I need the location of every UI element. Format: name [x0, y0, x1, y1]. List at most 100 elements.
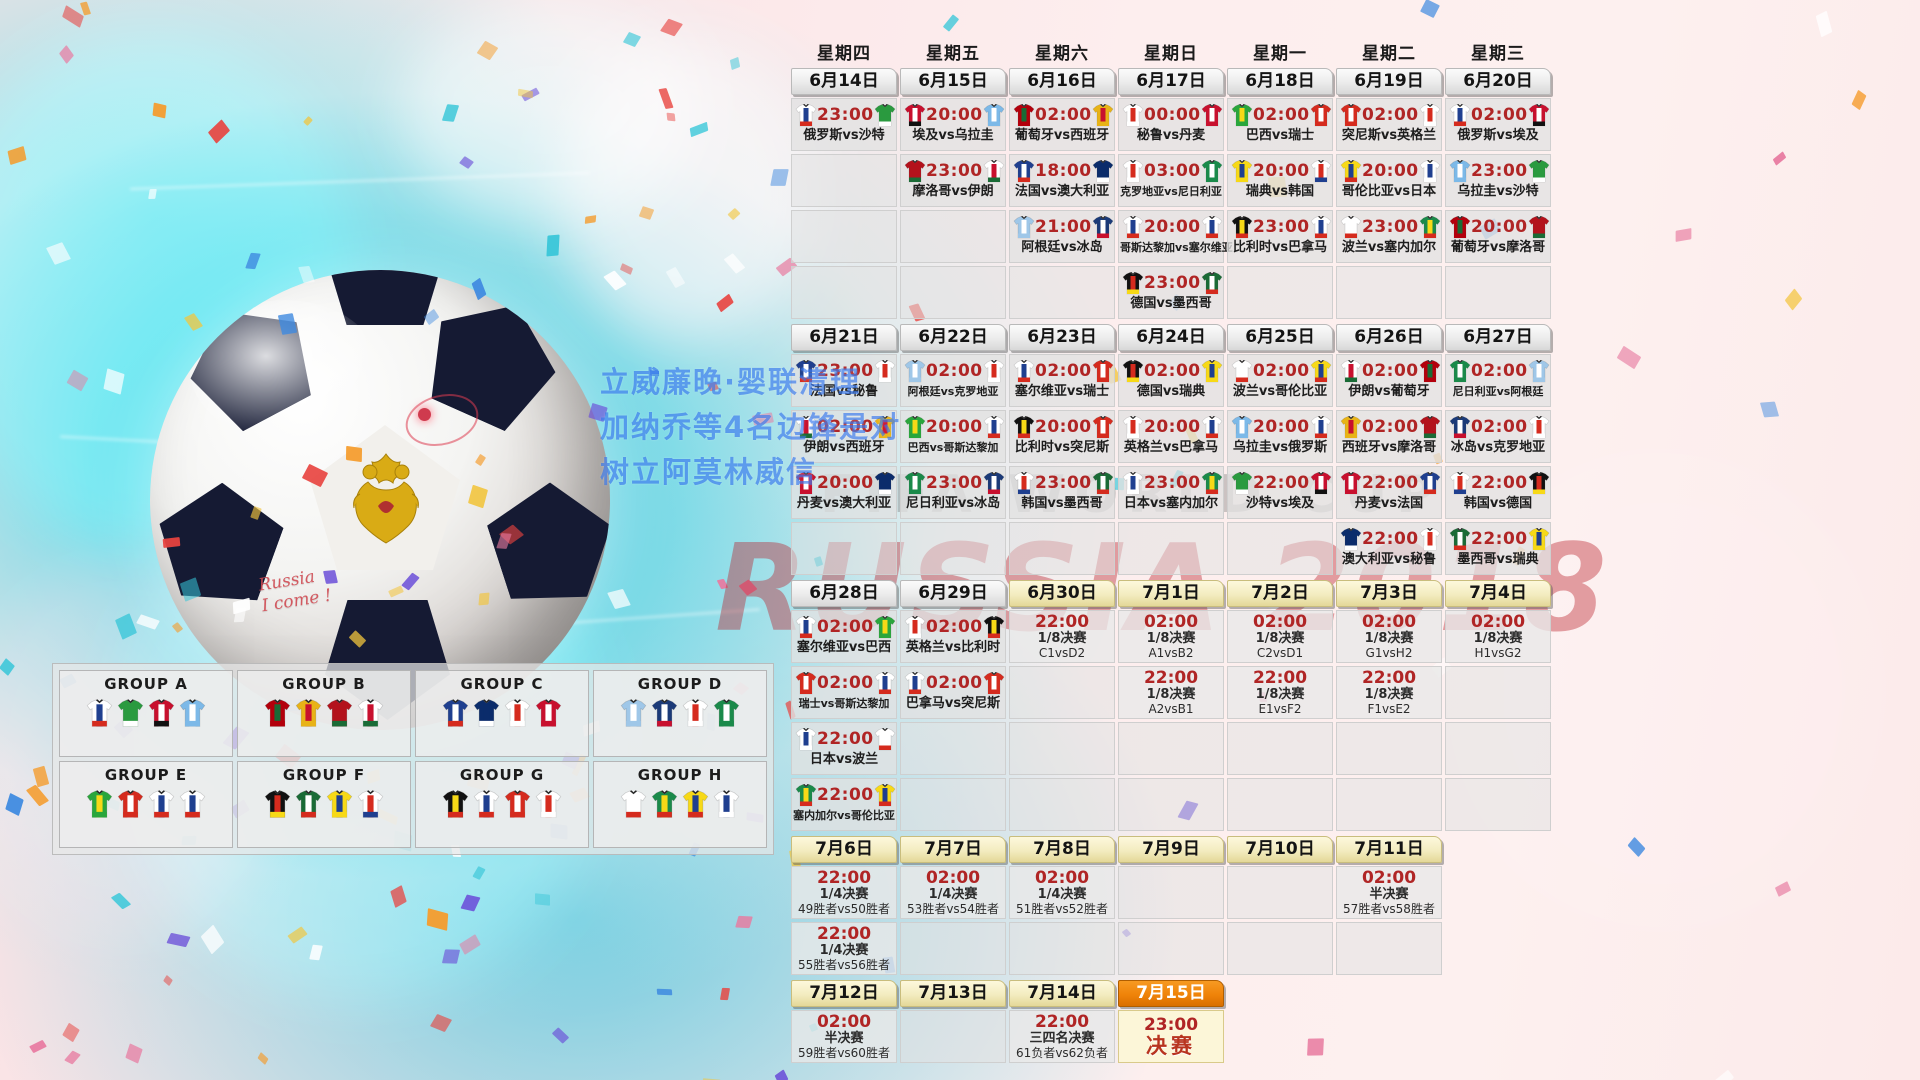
date-header[interactable]: 6月17日: [1118, 68, 1224, 95]
match-cell[interactable]: 22:00 澳大利亚vs秘鲁: [1336, 522, 1442, 575]
match-cell[interactable]: 02:00 塞尔维亚vs瑞士: [1009, 354, 1115, 407]
match-cell[interactable]: 22:00 丹麦vs法国: [1336, 466, 1442, 519]
match-cell[interactable]: 02:00 突尼斯vs英格兰: [1336, 98, 1442, 151]
knockout-match-cell[interactable]: 22:00 三四名决赛 61负者vs62负者: [1009, 1010, 1115, 1063]
group-box-group-b[interactable]: GROUP B: [237, 670, 411, 757]
date-header[interactable]: 6月23日: [1009, 324, 1115, 351]
match-cell[interactable]: 02:00 德国vs瑞典: [1118, 354, 1224, 407]
match-cell[interactable]: 22:00 墨西哥vs瑞典: [1445, 522, 1551, 575]
knockout-match-cell[interactable]: 22:00 1/8决赛 F1vsE2: [1336, 666, 1442, 719]
match-cell[interactable]: 02:00 英格兰vs比利时: [900, 610, 1006, 663]
match-cell[interactable]: 20:00 英格兰vs巴拿马: [1118, 410, 1224, 463]
group-box-group-h[interactable]: GROUP H: [593, 761, 767, 848]
match-cell[interactable]: 21:00 阿根廷vs冰岛: [1009, 210, 1115, 263]
match-cell[interactable]: 20:00 乌拉圭vs俄罗斯: [1227, 410, 1333, 463]
date-header[interactable]: 7月11日: [1336, 836, 1442, 863]
match-cell[interactable]: 03:00 克罗地亚vs尼日利亚: [1118, 154, 1224, 207]
group-box-group-d[interactable]: GROUP D: [593, 670, 767, 757]
group-box-group-f[interactable]: GROUP F: [237, 761, 411, 848]
final-match-cell[interactable]: 23:00 决赛: [1118, 1010, 1224, 1063]
date-header[interactable]: 7月7日: [900, 836, 1006, 863]
date-header[interactable]: 7月9日: [1118, 836, 1224, 863]
match-cell[interactable]: 23:00 法国vs秘鲁: [791, 354, 897, 407]
match-cell[interactable]: 20:00 哥斯达黎加vs塞尔维亚: [1118, 210, 1233, 263]
date-header[interactable]: 6月24日: [1118, 324, 1224, 351]
match-cell[interactable]: 23:00 日本vs塞内加尔: [1118, 466, 1224, 519]
match-cell[interactable]: 23:00 摩洛哥vs伊朗: [900, 154, 1006, 207]
date-header[interactable]: 6月20日: [1445, 68, 1551, 95]
date-header[interactable]: 7月6日: [791, 836, 897, 863]
match-cell[interactable]: 22:00 沙特vs埃及: [1227, 466, 1333, 519]
match-cell[interactable]: 02:00 波兰vs哥伦比亚: [1227, 354, 1333, 407]
date-header[interactable]: 6月30日: [1009, 580, 1115, 607]
knockout-match-cell[interactable]: 22:00 1/4决赛 49胜者vs50胜者: [791, 866, 897, 919]
knockout-match-cell[interactable]: 02:00 1/8决赛 C2vsD1: [1227, 610, 1333, 663]
match-cell[interactable]: 23:00 韩国vs墨西哥: [1009, 466, 1115, 519]
date-header[interactable]: 6月21日: [791, 324, 897, 351]
date-header[interactable]: 6月16日: [1009, 68, 1115, 95]
match-cell[interactable]: 02:00 巴西vs瑞士: [1227, 98, 1333, 151]
date-header[interactable]: 6月19日: [1336, 68, 1442, 95]
match-cell[interactable]: 23:00 比利时vs巴拿马: [1227, 210, 1333, 263]
match-cell[interactable]: 18:00 法国vs澳大利亚: [1009, 154, 1115, 207]
date-header[interactable]: 6月22日: [900, 324, 1006, 351]
knockout-match-cell[interactable]: 02:00 半决赛 57胜者vs58胜者: [1336, 866, 1442, 919]
match-cell[interactable]: 02:00 葡萄牙vs西班牙: [1009, 98, 1115, 151]
match-cell[interactable]: 02:00 巴拿马vs突尼斯: [900, 666, 1006, 719]
knockout-match-cell[interactable]: 02:00 1/4决赛 51胜者vs52胜者: [1009, 866, 1115, 919]
match-cell[interactable]: 22:00 韩国vs德国: [1445, 466, 1551, 519]
match-cell[interactable]: 20:00 比利时vs突尼斯: [1009, 410, 1115, 463]
match-cell[interactable]: 02:00 西班牙vs摩洛哥: [1336, 410, 1442, 463]
knockout-match-cell[interactable]: 22:00 1/8决赛 C1vsD2: [1009, 610, 1115, 663]
match-cell[interactable]: 02:00 伊朗vs西班牙: [791, 410, 897, 463]
date-header[interactable]: 7月3日: [1336, 580, 1442, 607]
match-cell[interactable]: 22:00 日本vs波兰: [791, 722, 897, 775]
match-cell[interactable]: 02:00 瑞士vs哥斯达黎加: [791, 666, 897, 719]
date-header[interactable]: 7月4日: [1445, 580, 1551, 607]
date-header[interactable]: 6月25日: [1227, 324, 1333, 351]
match-cell[interactable]: 02:00 伊朗vs葡萄牙: [1336, 354, 1442, 407]
date-header[interactable]: 6月15日: [900, 68, 1006, 95]
match-cell[interactable]: 23:00 俄罗斯vs沙特: [791, 98, 897, 151]
match-cell[interactable]: 20:00 丹麦vs澳大利亚: [791, 466, 897, 519]
date-header[interactable]: 7月2日: [1227, 580, 1333, 607]
match-cell[interactable]: 02:00 俄罗斯vs埃及: [1445, 98, 1551, 151]
match-cell[interactable]: 20:00 瑞典vs韩国: [1227, 154, 1333, 207]
date-header[interactable]: 7月8日: [1009, 836, 1115, 863]
date-header[interactable]: 7月13日: [900, 980, 1006, 1007]
date-header[interactable]: 7月15日: [1118, 980, 1224, 1007]
date-header[interactable]: 6月26日: [1336, 324, 1442, 351]
match-cell[interactable]: 02:00 阿根廷vs克罗地亚: [900, 354, 1006, 407]
match-cell[interactable]: 02:00 冰岛vs克罗地亚: [1445, 410, 1551, 463]
date-header[interactable]: 7月14日: [1009, 980, 1115, 1007]
date-header[interactable]: 7月10日: [1227, 836, 1333, 863]
knockout-match-cell[interactable]: 02:00 1/8决赛 G1vsH2: [1336, 610, 1442, 663]
match-cell[interactable]: 20:00 葡萄牙vs摩洛哥: [1445, 210, 1551, 263]
match-cell[interactable]: 00:00 秘鲁vs丹麦: [1118, 98, 1224, 151]
knockout-match-cell[interactable]: 02:00 1/8决赛 H1vsG2: [1445, 610, 1551, 663]
match-cell[interactable]: 02:00 塞尔维亚vs巴西: [791, 610, 897, 663]
knockout-match-cell[interactable]: 22:00 1/8决赛 E1vsF2: [1227, 666, 1333, 719]
knockout-match-cell[interactable]: 22:00 1/4决赛 55胜者vs56胜者: [791, 922, 897, 975]
date-header[interactable]: 6月14日: [791, 68, 897, 95]
match-cell[interactable]: 20:00 巴西vs哥斯达黎加: [900, 410, 1006, 463]
group-box-group-a[interactable]: GROUP A: [59, 670, 233, 757]
match-cell[interactable]: 23:00 尼日利亚vs冰岛: [900, 466, 1006, 519]
date-header[interactable]: 7月1日: [1118, 580, 1224, 607]
match-cell[interactable]: 23:00 波兰vs塞内加尔: [1336, 210, 1442, 263]
match-cell[interactable]: 20:00 埃及vs乌拉圭: [900, 98, 1006, 151]
match-cell[interactable]: 22:00 塞内加尔vs哥伦比亚: [791, 778, 897, 831]
group-box-group-e[interactable]: GROUP E: [59, 761, 233, 848]
match-cell[interactable]: 23:00 德国vs墨西哥: [1118, 266, 1224, 319]
match-cell[interactable]: 02:00 尼日利亚vs阿根廷: [1445, 354, 1551, 407]
date-header[interactable]: 6月29日: [900, 580, 1006, 607]
match-cell[interactable]: 20:00 哥伦比亚vs日本: [1336, 154, 1442, 207]
date-header[interactable]: 7月12日: [791, 980, 897, 1007]
date-header[interactable]: 6月28日: [791, 580, 897, 607]
match-cell[interactable]: 23:00 乌拉圭vs沙特: [1445, 154, 1551, 207]
group-box-group-g[interactable]: GROUP G: [415, 761, 589, 848]
knockout-match-cell[interactable]: 02:00 1/8决赛 A1vsB2: [1118, 610, 1224, 663]
knockout-match-cell[interactable]: 02:00 半决赛 59胜者vs60胜者: [791, 1010, 897, 1063]
date-header[interactable]: 6月27日: [1445, 324, 1551, 351]
knockout-match-cell[interactable]: 02:00 1/4决赛 53胜者vs54胜者: [900, 866, 1006, 919]
